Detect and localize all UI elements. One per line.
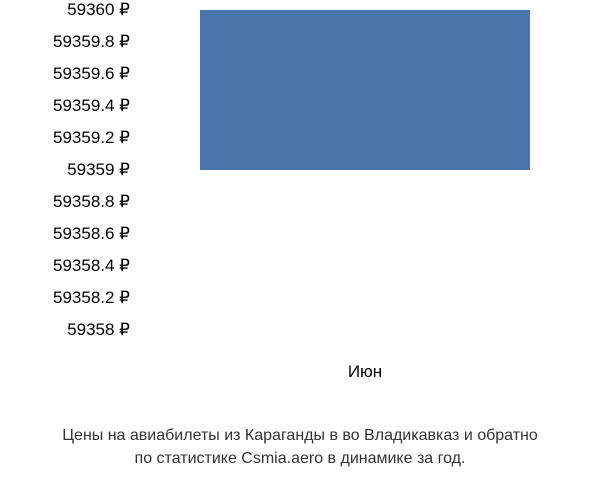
chart-container: 59360 ₽ 59359.8 ₽ 59359.6 ₽ 59359.4 ₽ 59… — [0, 0, 600, 500]
y-tick-label: 59359 ₽ — [67, 160, 130, 180]
chart-caption: Цены на авиабилеты из Караганды в во Вла… — [0, 425, 600, 470]
bar-jun — [200, 10, 530, 170]
caption-line-1: Цены на авиабилеты из Караганды в во Вла… — [62, 427, 538, 444]
y-tick-label: 59358.2 ₽ — [53, 288, 130, 308]
caption-line-2: по статистике Csmia.aero в динамике за г… — [135, 450, 466, 467]
y-tick-label: 59358.6 ₽ — [53, 224, 130, 244]
y-tick-label: 59358.8 ₽ — [53, 192, 130, 212]
y-tick-label: 59360 ₽ — [67, 0, 130, 20]
y-tick-label: 59359.6 ₽ — [53, 64, 130, 84]
plot-area — [150, 10, 590, 330]
y-tick-label: 59359.2 ₽ — [53, 128, 130, 148]
y-tick-label: 59359.8 ₽ — [53, 32, 130, 52]
y-tick-label: 59359.4 ₽ — [53, 96, 130, 116]
y-tick-label: 59358.4 ₽ — [53, 256, 130, 276]
y-tick-label: 59358 ₽ — [67, 320, 130, 340]
x-tick-label: Июн — [348, 362, 382, 382]
